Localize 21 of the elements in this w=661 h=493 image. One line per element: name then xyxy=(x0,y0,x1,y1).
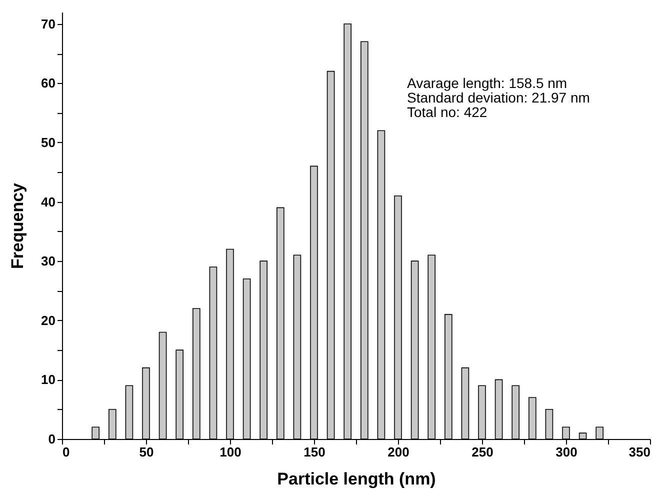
y-tick-label: 60 xyxy=(41,76,56,91)
y-axis-title: Frequency xyxy=(8,182,28,269)
y-tick-label: 40 xyxy=(41,194,56,210)
x-tick-label: 0 xyxy=(62,444,70,460)
x-tick-label: 250 xyxy=(472,444,494,460)
y-tick-label: 0 xyxy=(48,432,56,446)
x-tick-label: 300 xyxy=(556,444,578,460)
x-tick-label: 200 xyxy=(388,444,410,460)
y-tick-label: 30 xyxy=(41,254,56,269)
x-tick-label: 50 xyxy=(139,444,154,460)
y-tick-label: 70 xyxy=(41,16,56,32)
x-tick-label: 100 xyxy=(220,444,242,460)
x-axis-title: Particle length (nm) xyxy=(277,470,436,488)
x-tick-label: 350 xyxy=(628,444,650,460)
y-tick-label: 50 xyxy=(41,134,56,150)
x-tick-label: 150 xyxy=(304,444,326,460)
annotation: Avarage length: 158.5 nm xyxy=(407,75,568,92)
y-tick-label: 20 xyxy=(41,312,56,328)
annotation: Total no: 422 xyxy=(407,104,488,120)
annotation: Standard deviation: 21.97 nm xyxy=(407,90,590,106)
y-tick-label: 10 xyxy=(41,372,56,388)
